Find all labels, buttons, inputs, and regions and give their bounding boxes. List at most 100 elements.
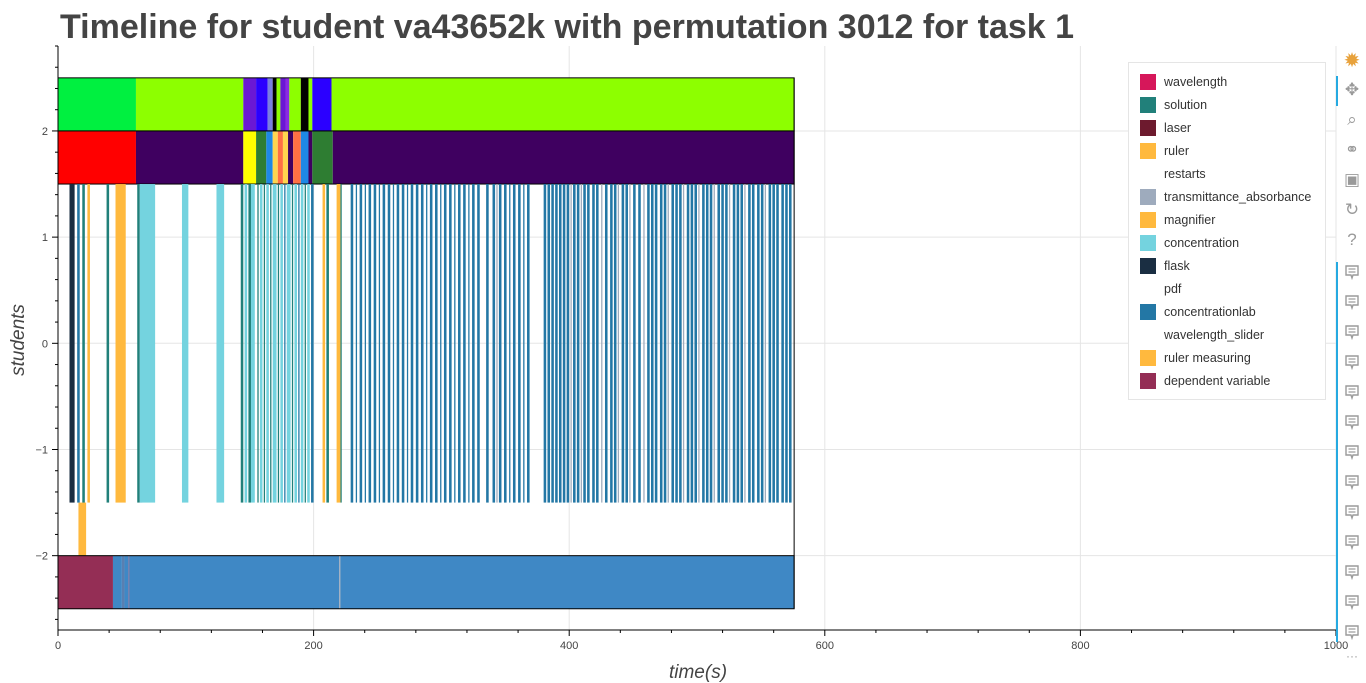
event-bar-135[interactable] — [785, 184, 788, 503]
bottom-row-segment-0[interactable] — [58, 555, 113, 609]
event-bar-80[interactable] — [566, 184, 570, 503]
hover-tool-icon[interactable] — [1342, 442, 1362, 462]
event-bar-121[interactable] — [728, 184, 731, 503]
event-bar-34[interactable] — [336, 184, 341, 503]
legend-item-solution[interactable]: solution — [1140, 96, 1207, 114]
event-bar-61[interactable] — [468, 184, 470, 503]
event-bar-40[interactable] — [368, 184, 372, 503]
hover-tool-icon[interactable] — [1342, 262, 1362, 282]
event-bar-107[interactable] — [675, 184, 678, 503]
event-bar-12[interactable] — [244, 184, 248, 503]
event-bar-84[interactable] — [580, 184, 582, 503]
hover-tool-icon[interactable] — [1342, 622, 1362, 642]
top-row-segment-3[interactable] — [256, 77, 268, 131]
event-bar-20[interactable] — [272, 184, 277, 503]
event-bar-59[interactable] — [458, 184, 461, 503]
event-bar-133[interactable] — [776, 184, 779, 503]
event-bar-82[interactable] — [573, 184, 576, 503]
top-row-segment-10[interactable] — [300, 77, 309, 131]
event-bar-130[interactable] — [764, 184, 767, 503]
second-row-segment-4[interactable] — [266, 130, 273, 185]
event-bar-69[interactable] — [509, 184, 511, 503]
event-bar-90[interactable] — [604, 184, 608, 503]
hover-tool-icon[interactable] — [1342, 412, 1362, 432]
hover-tool-icon[interactable] — [1342, 322, 1362, 342]
event-bar-2[interactable] — [82, 184, 85, 503]
event-bar-22[interactable] — [280, 184, 283, 503]
box-zoom-icon[interactable]: ⌕ — [1347, 110, 1357, 129]
legend-item-transmittance-absorbance[interactable]: transmittance_absorbance — [1140, 188, 1311, 206]
event-bar-71[interactable] — [518, 184, 521, 503]
event-bar-11[interactable] — [240, 184, 244, 503]
event-bar-51[interactable] — [420, 184, 424, 503]
event-bar-136[interactable] — [789, 184, 792, 503]
event-bar-109[interactable] — [682, 184, 685, 503]
event-bar-123[interactable] — [736, 184, 740, 503]
event-bar-36[interactable] — [350, 184, 354, 503]
event-bar-134[interactable] — [781, 184, 784, 503]
event-bar-1[interactable] — [77, 184, 80, 503]
event-bar-58[interactable] — [454, 184, 456, 503]
event-bar-73[interactable] — [527, 184, 530, 503]
ruler-measuring-row-segment-0[interactable] — [78, 502, 87, 556]
event-bar-97[interactable] — [633, 184, 636, 503]
legend-item-pdf[interactable]: pdf — [1140, 280, 1181, 298]
legend-item-concentrationlab[interactable]: concentrationlab — [1140, 303, 1256, 321]
event-bar-85[interactable] — [583, 184, 586, 503]
event-bar-119[interactable] — [721, 184, 724, 503]
event-bar-118[interactable] — [717, 184, 721, 503]
event-bar-89[interactable] — [601, 184, 603, 503]
event-bar-52[interactable] — [426, 184, 428, 503]
second-row-segment-0[interactable] — [58, 130, 136, 185]
hover-tool-icon[interactable] — [1342, 532, 1362, 552]
event-bar-127[interactable] — [751, 184, 755, 503]
event-bar-29[interactable] — [304, 184, 306, 503]
event-bar-78[interactable] — [558, 184, 562, 503]
help-icon[interactable]: ? — [1347, 230, 1357, 249]
event-bar-96[interactable] — [629, 184, 631, 503]
event-bar-99[interactable] — [643, 184, 645, 503]
event-bar-91[interactable] — [610, 184, 613, 503]
event-bar-93[interactable] — [617, 184, 620, 503]
event-bar-125[interactable] — [744, 184, 746, 503]
legend-item-wavelength[interactable]: wavelength — [1140, 73, 1227, 91]
event-bar-92[interactable] — [613, 184, 617, 503]
event-bar-108[interactable] — [679, 184, 682, 503]
bottom-row-segment-5[interactable] — [129, 555, 340, 609]
second-row-segment-6[interactable] — [277, 130, 283, 185]
event-bar-44[interactable] — [387, 184, 391, 503]
event-bar-46[interactable] — [396, 184, 400, 503]
top-row-segment-9[interactable] — [289, 77, 301, 131]
event-bar-41[interactable] — [373, 184, 377, 503]
event-bar-104[interactable] — [663, 184, 667, 503]
bottom-row-segment-3[interactable] — [124, 555, 129, 609]
event-bar-31[interactable] — [311, 184, 314, 503]
event-bar-28[interactable] — [300, 184, 304, 503]
top-row-segment-7[interactable] — [280, 77, 286, 131]
top-row-segment-5[interactable] — [272, 77, 277, 131]
event-bar-13[interactable] — [248, 184, 251, 503]
legend-item-dependent-variable[interactable]: dependent variable — [1140, 372, 1270, 390]
top-row-segment-11[interactable] — [308, 77, 313, 131]
save-icon[interactable]: ▣ — [1343, 170, 1361, 189]
event-bar-45[interactable] — [392, 184, 395, 503]
event-bar-113[interactable] — [698, 184, 700, 503]
event-bar-32[interactable] — [322, 184, 326, 503]
second-row-segment-10[interactable] — [300, 130, 309, 185]
event-bar-72[interactable] — [523, 184, 525, 503]
second-row-segment-13[interactable] — [332, 130, 795, 185]
event-bar-103[interactable] — [659, 184, 663, 503]
event-bar-98[interactable] — [638, 184, 641, 503]
second-row-segment-11[interactable] — [308, 130, 313, 185]
event-bar-100[interactable] — [647, 184, 650, 503]
event-bar-23[interactable] — [284, 184, 286, 503]
event-bar-120[interactable] — [725, 184, 728, 503]
event-bar-102[interactable] — [654, 184, 658, 503]
event-bar-9[interactable] — [181, 184, 189, 503]
event-bar-112[interactable] — [694, 184, 697, 503]
event-bar-87[interactable] — [592, 184, 595, 503]
bottom-row-segment-7[interactable] — [340, 555, 795, 609]
event-bar-76[interactable] — [551, 184, 554, 503]
event-bar-116[interactable] — [709, 184, 713, 503]
